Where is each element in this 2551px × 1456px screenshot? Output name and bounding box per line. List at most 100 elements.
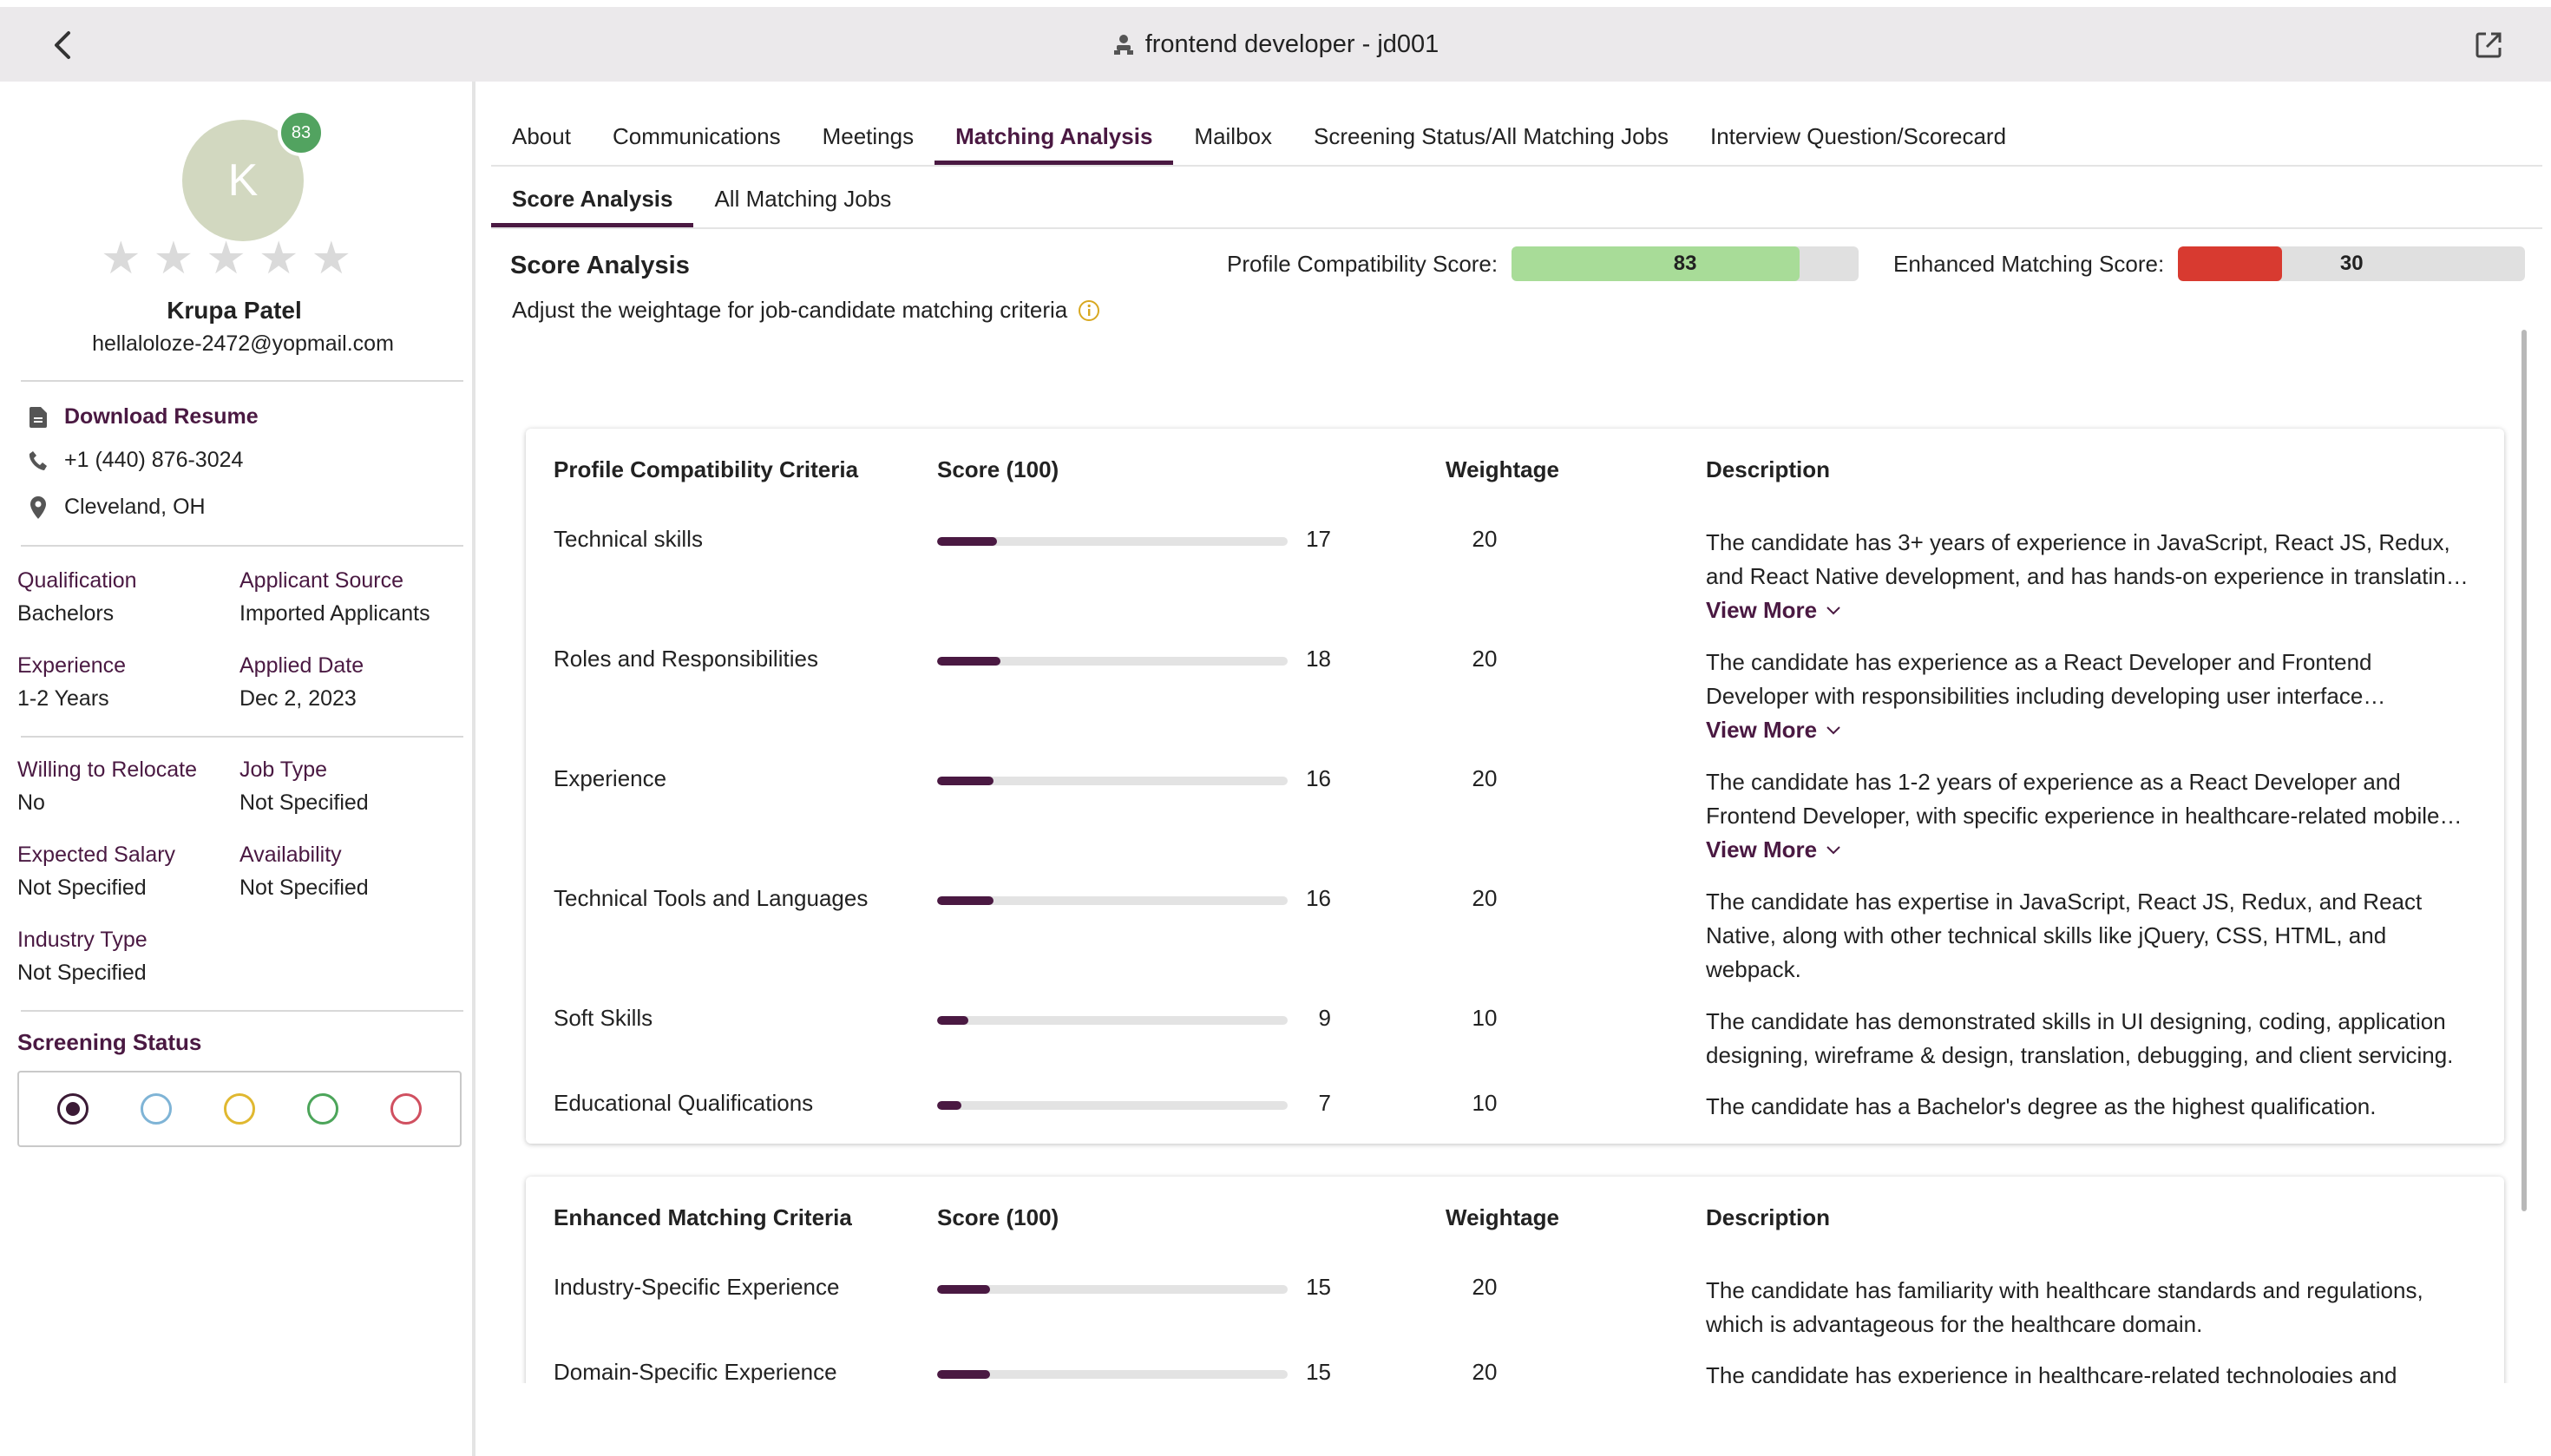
tab-about[interactable]: About — [512, 122, 571, 149]
download-resume-label[interactable]: Download Resume — [64, 404, 259, 429]
star-icon[interactable]: ★ — [153, 233, 194, 284]
profile-score-value: 83 — [1673, 252, 1697, 275]
location-row: Cleveland, OH — [28, 495, 206, 520]
profile-score-bar: 83 — [1512, 246, 1859, 281]
star-icon[interactable]: ★ — [206, 233, 246, 284]
criteria-score: 16 — [1306, 765, 1331, 791]
criteria-name: Industry-Specific Experience — [554, 1274, 840, 1300]
enhanced-score-fill — [2178, 246, 2283, 281]
profile-compatibility-score: Profile Compatibility Score: 83 — [1227, 246, 1859, 281]
description-text: The candidate has expertise in JavaScrip… — [1706, 889, 2423, 982]
download-resume-link[interactable]: Download Resume — [28, 404, 259, 430]
criteria-name: Technical Tools and Languages — [554, 885, 869, 911]
score-bar-fill — [937, 657, 1000, 666]
tab-matching-analysis[interactable]: Matching Analysis — [934, 108, 1174, 165]
top-bar: frontend developer - jd001 — [0, 7, 2551, 82]
column-header-description: Description — [1706, 456, 1831, 482]
score-bar — [937, 896, 1288, 905]
main-panel: About Communications Meetings Matching A… — [491, 82, 2551, 1456]
description-text: The candidate has experience as a React … — [1706, 649, 2386, 709]
criteria-score: 9 — [1318, 1005, 1331, 1031]
column-header-criteria: Profile Compatibility Criteria — [554, 456, 859, 482]
criteria-score: 18 — [1306, 646, 1331, 672]
score-bar-fill — [937, 896, 994, 905]
screening-status-radio[interactable] — [224, 1093, 255, 1125]
tab-screening-status[interactable]: Screening Status/All Matching Jobs — [1314, 122, 1669, 149]
criteria-weightage[interactable]: 10 — [1472, 1005, 1498, 1031]
view-more-link[interactable]: View More — [1706, 713, 2478, 747]
criteria-weightage[interactable]: 20 — [1472, 765, 1498, 791]
location-pin-icon — [30, 495, 46, 519]
view-more-label[interactable]: View More — [1706, 597, 1818, 623]
criteria-weightage[interactable]: 10 — [1472, 1090, 1498, 1116]
divider — [21, 380, 463, 382]
open-external-button[interactable] — [2471, 28, 2506, 62]
adjust-weightage-note: Adjust the weightage for job-candidate m… — [512, 297, 1100, 324]
enhanced-score-bar: 30 — [2178, 246, 2526, 281]
subtab-all-matching-jobs[interactable]: All Matching Jobs — [714, 185, 892, 212]
tab-interview-question[interactable]: Interview Question/Scorecard — [1710, 122, 2007, 149]
star-rating[interactable]: ★ ★ ★ ★ ★ — [101, 234, 351, 283]
score-bar-fill — [937, 537, 997, 546]
enhanced-criteria-card: Enhanced Matching Criteria Score (100) W… — [526, 1177, 2504, 1383]
phone-icon — [29, 450, 47, 470]
user-hierarchy-icon — [1113, 35, 1133, 55]
criteria-score: 15 — [1306, 1359, 1331, 1383]
view-more-label[interactable]: View More — [1706, 717, 1818, 743]
criteria-description: The candidate has demonstrated skills in… — [1706, 1005, 2478, 1072]
scrollbar[interactable] — [2521, 330, 2527, 1211]
score-bar — [937, 1016, 1288, 1025]
criteria-description: The candidate has familiarity with healt… — [1706, 1274, 2478, 1341]
criteria-weightage[interactable]: 20 — [1472, 526, 1498, 552]
subtab-score-analysis[interactable]: Score Analysis — [491, 170, 694, 227]
score-bar-fill — [937, 1016, 969, 1025]
tab-communications[interactable]: Communications — [612, 122, 781, 149]
column-header-criteria: Enhanced Matching Criteria — [554, 1204, 852, 1230]
adjust-weightage-text: Adjust the weightage for job-candidate m… — [512, 297, 1068, 323]
column-header-score: Score (100) — [937, 1204, 1059, 1230]
criteria-scroll-area[interactable]: Profile Compatibility Criteria Score (10… — [491, 342, 2513, 1383]
criteria-description: The candidate has 1-2 years of experienc… — [1706, 765, 2478, 867]
description-text: The candidate has 1-2 years of experienc… — [1706, 769, 2462, 829]
screening-status-radio[interactable] — [390, 1093, 422, 1125]
criteria-weightage[interactable]: 20 — [1472, 1359, 1498, 1383]
field-availability: Availability Not Specified — [239, 843, 369, 900]
view-more-label[interactable]: View More — [1706, 836, 1818, 862]
star-icon[interactable]: ★ — [101, 233, 141, 284]
chevron-down-icon — [1826, 606, 1840, 614]
view-more-link[interactable]: View More — [1706, 594, 2478, 627]
star-icon[interactable]: ★ — [258, 233, 299, 284]
column-header-weightage: Weightage — [1446, 456, 1559, 482]
criteria-name: Domain-Specific Experience — [554, 1359, 837, 1383]
back-button[interactable] — [45, 28, 80, 62]
score-bar-fill — [937, 777, 994, 785]
score-badge: 83 — [278, 109, 325, 156]
star-icon[interactable]: ★ — [311, 233, 352, 284]
description-text: The candidate has a Bachelor's degree as… — [1706, 1093, 2377, 1119]
criteria-name: Experience — [554, 765, 667, 791]
view-more-link[interactable]: View More — [1706, 833, 2478, 867]
profile-score-label: Profile Compatibility Score: — [1227, 250, 1498, 277]
criteria-weightage[interactable]: 20 — [1472, 646, 1498, 672]
column-header-weightage: Weightage — [1446, 1204, 1559, 1230]
divider — [491, 227, 2542, 229]
description-text: The candidate has familiarity with healt… — [1706, 1277, 2423, 1337]
info-icon[interactable] — [1078, 299, 1100, 322]
score-bar — [937, 657, 1288, 666]
tab-meetings[interactable]: Meetings — [822, 122, 915, 149]
document-icon — [30, 406, 47, 428]
criteria-weightage[interactable]: 20 — [1472, 1274, 1498, 1300]
field-qualification: Qualification Bachelors — [17, 568, 137, 626]
screening-status-radio[interactable] — [57, 1093, 89, 1125]
screening-status-radio[interactable] — [141, 1093, 172, 1125]
phone-row: +1 (440) 876-3024 — [28, 448, 243, 473]
main-tabs: About Communications Meetings Matching A… — [491, 108, 2027, 165]
screening-status-radio[interactable] — [307, 1093, 338, 1125]
criteria-name: Technical skills — [554, 526, 703, 552]
profile-criteria-card: Profile Compatibility Criteria Score (10… — [526, 429, 2504, 1144]
criteria-weightage[interactable]: 20 — [1472, 885, 1498, 911]
tab-mailbox[interactable]: Mailbox — [1194, 122, 1272, 149]
candidate-sidebar: K 83 ★ ★ ★ ★ ★ Krupa Patel hellaloloze-2… — [0, 82, 475, 1456]
enhanced-score-value: 30 — [2339, 252, 2364, 275]
score-bar — [937, 777, 1288, 785]
